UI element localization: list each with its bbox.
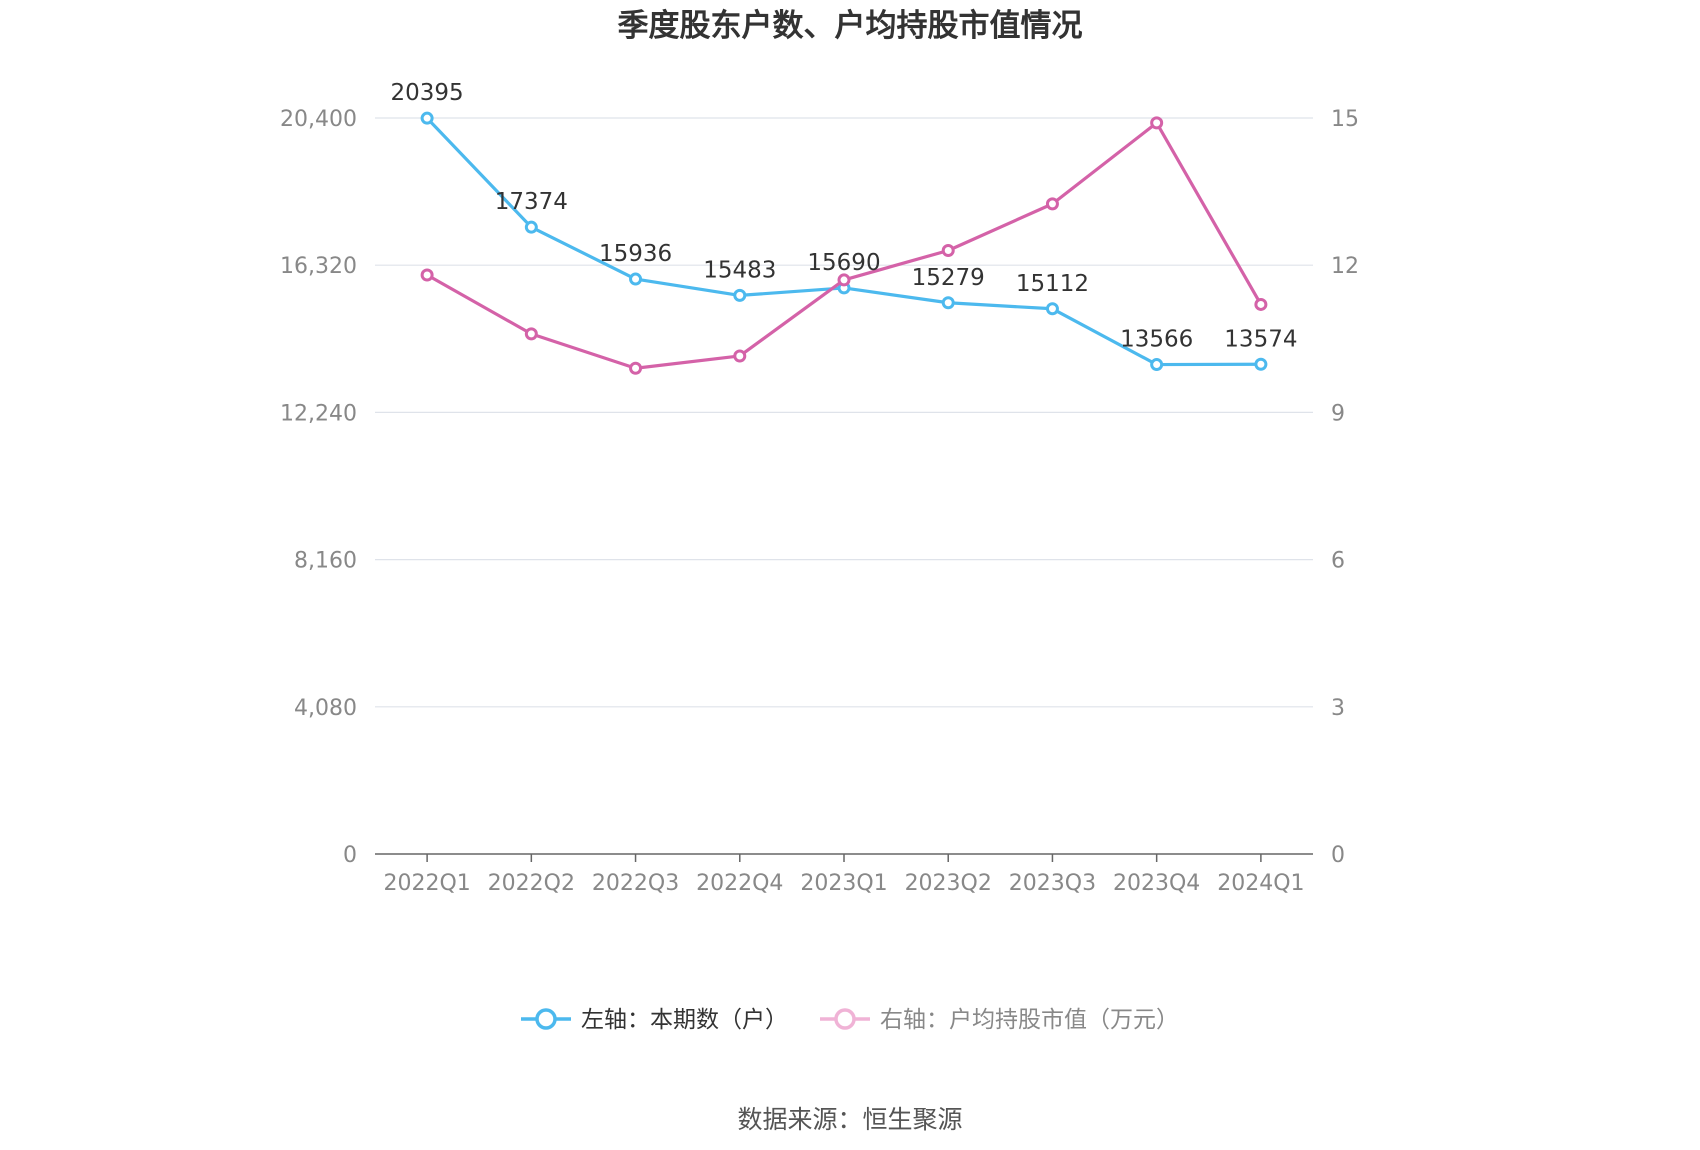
data-label: 13566: [1120, 327, 1193, 353]
series-1-point: [1254, 297, 1268, 311]
series-1-point: [1045, 197, 1059, 211]
right-tick-label: 0: [1331, 843, 1345, 868]
left-tick-label: 16,320: [280, 254, 357, 279]
series-1-point: [1150, 116, 1164, 130]
x-tick-label: 2022Q4: [696, 871, 783, 896]
series: [420, 111, 1268, 375]
x-tick-label: 2023Q3: [1009, 871, 1096, 896]
right-tick-label: 6: [1331, 549, 1345, 574]
series-0-point: [524, 220, 538, 234]
series-1-point: [733, 349, 747, 363]
legend-label: 右轴：户均持股市值（万元）: [880, 1007, 1179, 1033]
chart-title: 季度股东户数、户均持股市值情况: [618, 8, 1083, 44]
legend-label: 左轴：本期数（户）: [581, 1007, 788, 1033]
series-0-point: [1150, 358, 1164, 372]
series-1-point: [629, 361, 643, 375]
series-1-point: [524, 327, 538, 341]
series-0-point: [941, 296, 955, 310]
left-tick-label: 4,080: [294, 696, 357, 721]
left-tick-label: 0: [343, 843, 357, 868]
legend-item-1[interactable]: 右轴：户均持股市值（万元）: [820, 1007, 1179, 1033]
series-1-point: [837, 273, 851, 287]
series-0-point: [420, 111, 434, 125]
data-label: 20395: [391, 80, 464, 106]
x-tick-label: 2023Q4: [1113, 871, 1200, 896]
series-0-point: [733, 288, 747, 302]
x-tick-label: 2022Q1: [383, 871, 470, 896]
left-tick-label: 20,400: [280, 107, 357, 132]
series-0-point: [1254, 357, 1268, 371]
right-tick-label: 9: [1331, 401, 1345, 426]
right-tick-label: 3: [1331, 696, 1345, 721]
data-label: 13574: [1224, 326, 1297, 352]
source-note: 数据来源：恒生聚源: [737, 1105, 962, 1134]
x-tick-label: 2024Q1: [1217, 871, 1304, 896]
data-label: 15690: [807, 250, 880, 276]
data-label: 17374: [495, 189, 568, 215]
series-1-point: [420, 268, 434, 282]
legend-circle-icon: [535, 1008, 557, 1030]
data-labels: 20395 17374 15936 15483 15690 15279 15112 13566…: [391, 80, 1298, 352]
x-tick-label: 2023Q2: [905, 871, 992, 896]
legend-circle-icon: [834, 1008, 856, 1030]
series-0-point: [1045, 302, 1059, 316]
x-tick-label: 2023Q1: [800, 871, 887, 896]
legend: 左轴：本期数（户） 右轴：户均持股市值（万元）: [521, 1007, 1179, 1033]
grid: [375, 117, 1313, 708]
series-0-point: [629, 272, 643, 286]
legend-item-0[interactable]: 左轴：本期数（户）: [521, 1007, 788, 1033]
data-label: 15279: [912, 265, 985, 291]
left-tick-label: 12,240: [280, 401, 357, 426]
data-label: 15483: [703, 257, 776, 283]
right-tick-label: 15: [1331, 107, 1359, 132]
series-1-point: [941, 243, 955, 257]
axes: 0 4,080 8,160 12,240 16,320 20,400 0 3 6 9 12 15 202…: [280, 107, 1359, 896]
data-label: 15112: [1016, 271, 1089, 297]
right-tick-label: 12: [1331, 254, 1359, 279]
data-label: 15936: [599, 241, 672, 267]
left-tick-label: 8,160: [294, 549, 357, 574]
x-tick-label: 2022Q3: [592, 871, 679, 896]
x-tick-label: 2022Q2: [488, 871, 575, 896]
